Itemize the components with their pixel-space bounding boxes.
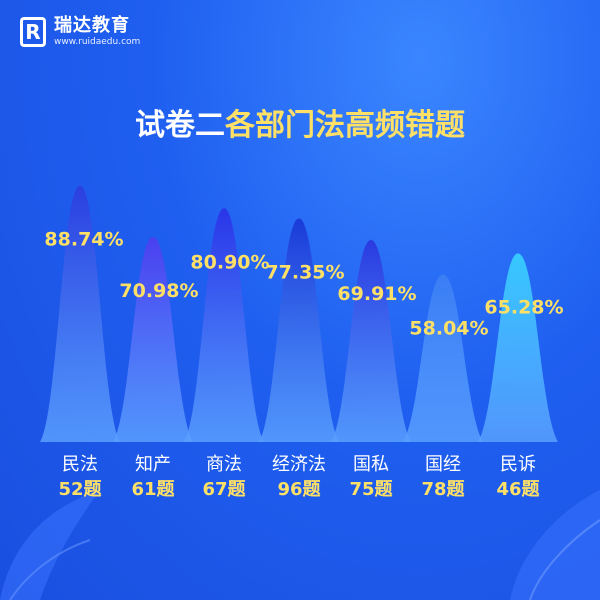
count-label: 78题 (421, 479, 465, 500)
leaf-decoration-right (510, 490, 600, 600)
count-label: 46题 (496, 479, 540, 500)
value-label: 58.04% (409, 317, 488, 339)
chart-title-white: 试卷二 (135, 108, 225, 143)
count-label: 52题 (58, 479, 102, 500)
value-label: 70.98% (119, 280, 198, 302)
bar-经济法 (259, 218, 339, 442)
value-label: 80.90% (190, 251, 269, 273)
value-label: 88.74% (44, 229, 123, 251)
value-label: 77.35% (265, 262, 344, 284)
leaf-decoration-left (0, 490, 100, 600)
category-label: 民诉 (500, 454, 536, 475)
category-label: 商法 (206, 454, 242, 475)
logo-name: 瑞达教育 (54, 15, 130, 36)
count-label: 75题 (349, 479, 393, 500)
category-label: 知产 (135, 454, 171, 475)
bar-民诉 (478, 253, 558, 442)
count-label: 96题 (277, 479, 321, 500)
bar-国经 (403, 274, 483, 442)
value-label: 69.91% (337, 283, 416, 305)
logo-r-icon: R (20, 17, 46, 47)
bar-商法 (184, 208, 264, 442)
bar-民法 (40, 185, 120, 442)
chart-title-yellow: 各部门法高频错题 (225, 108, 465, 143)
brand-logo: R 瑞达教育 www.ruidaedu.com (20, 16, 140, 48)
category-label: 国经 (425, 454, 461, 475)
bar-知产 (113, 236, 193, 442)
value-label: 65.28% (484, 296, 563, 318)
count-label: 61题 (131, 479, 175, 500)
logo-url: www.ruidaedu.com (54, 37, 141, 47)
count-label: 67题 (202, 479, 246, 500)
category-label: 民法 (62, 454, 98, 475)
bar-国私 (331, 240, 411, 442)
chart-title: 试卷二各部门法高频错题 (0, 100, 600, 144)
category-label: 经济法 (272, 454, 326, 475)
category-label: 国私 (353, 454, 389, 475)
